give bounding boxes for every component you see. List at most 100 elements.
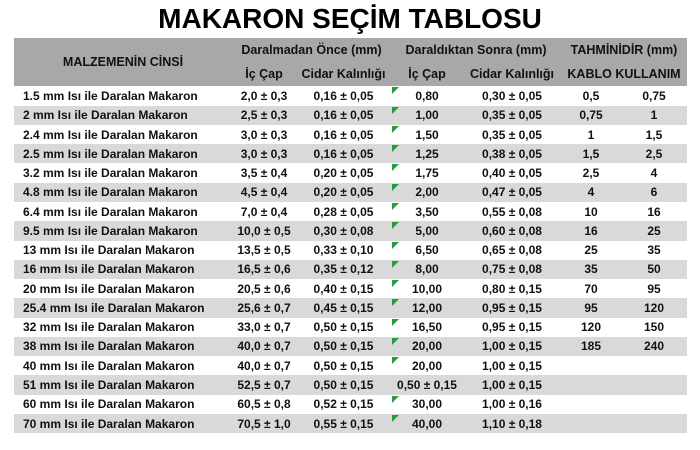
cell-cable-max [621, 414, 687, 433]
cell-cable-max: 4 [650, 166, 658, 181]
cell-wall-thickness-after: 1,00 ± 0,16 [482, 397, 542, 412]
header-material: MALZEMENİN CİNSİ [62, 55, 184, 70]
cell-wall-thickness-after: 0,30 ± 0,05 [482, 89, 542, 104]
cell-value: 20,00 [411, 358, 443, 373]
cell-cable-max: 2,5 [645, 146, 663, 161]
cell-material-type: 2 mm Isı ile Daralan Makaron [23, 108, 188, 123]
cell-cable-max: 16 [647, 204, 661, 219]
cell-cable-min: 70 [584, 281, 598, 296]
cell-wall-thickness-before: 0,50 ± 0,15 [313, 378, 374, 392]
cell-value: 30,00 [411, 397, 443, 412]
cell-wall-thickness-after: 0,95 ± 0,15 [482, 320, 542, 335]
cell-material-type: 6.4 mm Isı ile Daralan Makaron [23, 204, 198, 219]
cell-cable-min: 95 [584, 300, 598, 315]
cell-material-type: 2.4 mm Isı ile Daralan Makaron [23, 127, 198, 142]
stored-as-text-flag-icon [392, 87, 399, 95]
cell-cable-min: 10 [584, 204, 598, 219]
cell-inner-diameter-after: 1,75 [391, 163, 463, 182]
cell-wall-thickness-after: 0,75 ± 0,08 [482, 262, 542, 277]
cell-inner-diameter-before: 16,5 ± 0,6 [237, 262, 291, 277]
cell-wall-thickness-before: 0,52 ± 0,15 [313, 397, 374, 412]
cell-cable-max: 50 [647, 262, 661, 277]
cell-inner-diameter-after: 1,50 [391, 125, 463, 144]
table-row: 38 mm Isı ile Daralan Makaron 40,0 ± 0,7… [14, 336, 687, 357]
cell-inner-diameter-before: 7,0 ± 0,4 [240, 204, 288, 219]
cell-value: 1,25 [415, 146, 439, 161]
cell-cable-min: 2,5 [582, 166, 600, 181]
cell-cable-max [621, 395, 687, 414]
stored-as-text-flag-icon [392, 337, 399, 345]
cell-wall-thickness-after: 0,65 ± 0,08 [482, 243, 542, 258]
cell-inner-diameter-after: 30,00 [391, 395, 463, 414]
cell-cable-min: 0,5 [582, 89, 600, 104]
table-row: 2 mm Isı ile Daralan Makaron 2,5 ± 0,3 0… [14, 105, 687, 125]
cell-cable-max: 120 [643, 300, 665, 315]
cell-inner-diameter-before: 10,0 ± 0,5 [237, 223, 291, 238]
cell-wall-thickness-after: 1,10 ± 0,18 [482, 416, 542, 431]
cell-value: 0,50 ± 0,15 [397, 378, 457, 392]
cell-cable-min: 120 [580, 320, 602, 335]
cell-value: 40,00 [411, 416, 443, 431]
cell-material-type: 13 mm Isı ile Daralan Makaron [23, 243, 195, 258]
cell-wall-thickness-before: 0,20 ± 0,05 [313, 185, 374, 200]
stored-as-text-flag-icon [392, 414, 399, 422]
stored-as-text-flag-icon [392, 260, 399, 268]
cell-cable-max: 0,75 [642, 89, 666, 104]
header-cable-usage: KABLO KULLANIM [567, 67, 681, 82]
table-row: 1.5 mm Isı ile Daralan Makaron 2,0 ± 0,3… [14, 86, 687, 106]
cell-material-type: 2.5 mm Isı ile Daralan Makaron [23, 146, 198, 161]
table-row: 2.5 mm Isı ile Daralan Makaron 3,0 ± 0,3… [14, 144, 687, 164]
cell-inner-diameter-before: 25,6 ± 0,7 [237, 300, 291, 315]
table-row: 40 mm Isı ile Daralan Makaron 40,0 ± 0,7… [14, 356, 687, 376]
header-group-estimate: TAHMİNİDİR (mm) [570, 43, 678, 58]
cell-value: 6,50 [415, 243, 439, 258]
cell-value: 8,00 [415, 262, 439, 277]
table-row: 20 mm Isı ile Daralan Makaron 20,5 ± 0,6… [14, 279, 687, 299]
cell-cable-min: 1 [587, 127, 595, 142]
cell-cable-max: 150 [643, 320, 665, 335]
table-header: MALZEMENİN CİNSİ Daralmadan Önce (mm) Da… [14, 38, 687, 87]
cell-wall-thickness-before: 0,16 ± 0,05 [313, 89, 374, 104]
table-row: 16 mm Isı ile Daralan Makaron 16,5 ± 0,6… [14, 259, 687, 280]
cell-inner-diameter-before: 60,5 ± 0,8 [237, 397, 291, 412]
cell-material-type: 9.5 mm Isı ile Daralan Makaron [23, 223, 198, 238]
stored-as-text-flag-icon [392, 241, 399, 249]
table-row: 2.4 mm Isı ile Daralan Makaron 3,0 ± 0,3… [14, 124, 687, 145]
cell-cable-max: 1,5 [645, 127, 663, 142]
cell-material-type: 32 mm Isı ile Daralan Makaron [23, 320, 195, 335]
cell-cable-max: 240 [643, 339, 665, 354]
stored-as-text-flag-icon [392, 202, 399, 210]
page-title: MAKARON SEÇİM TABLOSU [158, 3, 542, 34]
cell-inner-diameter-before: 20,5 ± 0,6 [237, 281, 291, 296]
cell-wall-thickness-before: 0,30 ± 0,08 [313, 223, 374, 238]
stored-as-text-flag-icon [392, 280, 399, 288]
table-row: 70 mm Isı ile Daralan Makaron 70,5 ± 1,0… [14, 413, 687, 434]
cell-inner-diameter-after: 0,80 [391, 86, 463, 105]
cell-cable-min: 0,75 [579, 108, 603, 123]
cell-wall-thickness-before: 0,40 ± 0,15 [313, 281, 374, 296]
table-row: 9.5 mm Isı ile Daralan Makaron 10,0 ± 0,… [14, 221, 687, 241]
cell-inner-diameter-after: 8,00 [391, 260, 463, 279]
cell-wall-thickness-before: 0,50 ± 0,15 [313, 339, 374, 354]
cell-cable-max [621, 356, 687, 375]
cell-wall-thickness-after: 0,35 ± 0,05 [482, 127, 542, 142]
cell-cable-min: 4 [587, 185, 595, 200]
cell-wall-thickness-before: 0,33 ± 0,10 [313, 243, 374, 258]
cell-wall-thickness-before: 0,35 ± 0,12 [313, 262, 374, 277]
table-body: 1.5 mm Isı ile Daralan Makaron 2,0 ± 0,3… [14, 86, 687, 434]
stored-as-text-flag-icon [392, 183, 399, 191]
cell-material-type: 70 mm Isı ile Daralan Makaron [23, 416, 195, 431]
header-inner-diameter-after: İç Çap [408, 67, 446, 82]
header-wall-thickness-before: Cidar Kalınlığı [301, 67, 386, 82]
cell-value: 16,50 [411, 320, 443, 335]
cell-value: 0,80 [415, 89, 439, 104]
cell-inner-diameter-before: 13,5 ± 0,5 [237, 243, 291, 258]
stored-as-text-flag-icon [392, 222, 399, 230]
cell-material-type: 51 mm Isı ile Daralan Makaron [23, 378, 195, 392]
cell-cable-min: 1,5 [582, 146, 600, 161]
header-group-after-shrink: Daraldıktan Sonra (mm) [405, 43, 547, 58]
cell-value: 10,00 [411, 281, 443, 296]
cell-wall-thickness-after: 0,35 ± 0,05 [482, 108, 542, 123]
cell-material-type: 1.5 mm Isı ile Daralan Makaron [23, 89, 198, 104]
